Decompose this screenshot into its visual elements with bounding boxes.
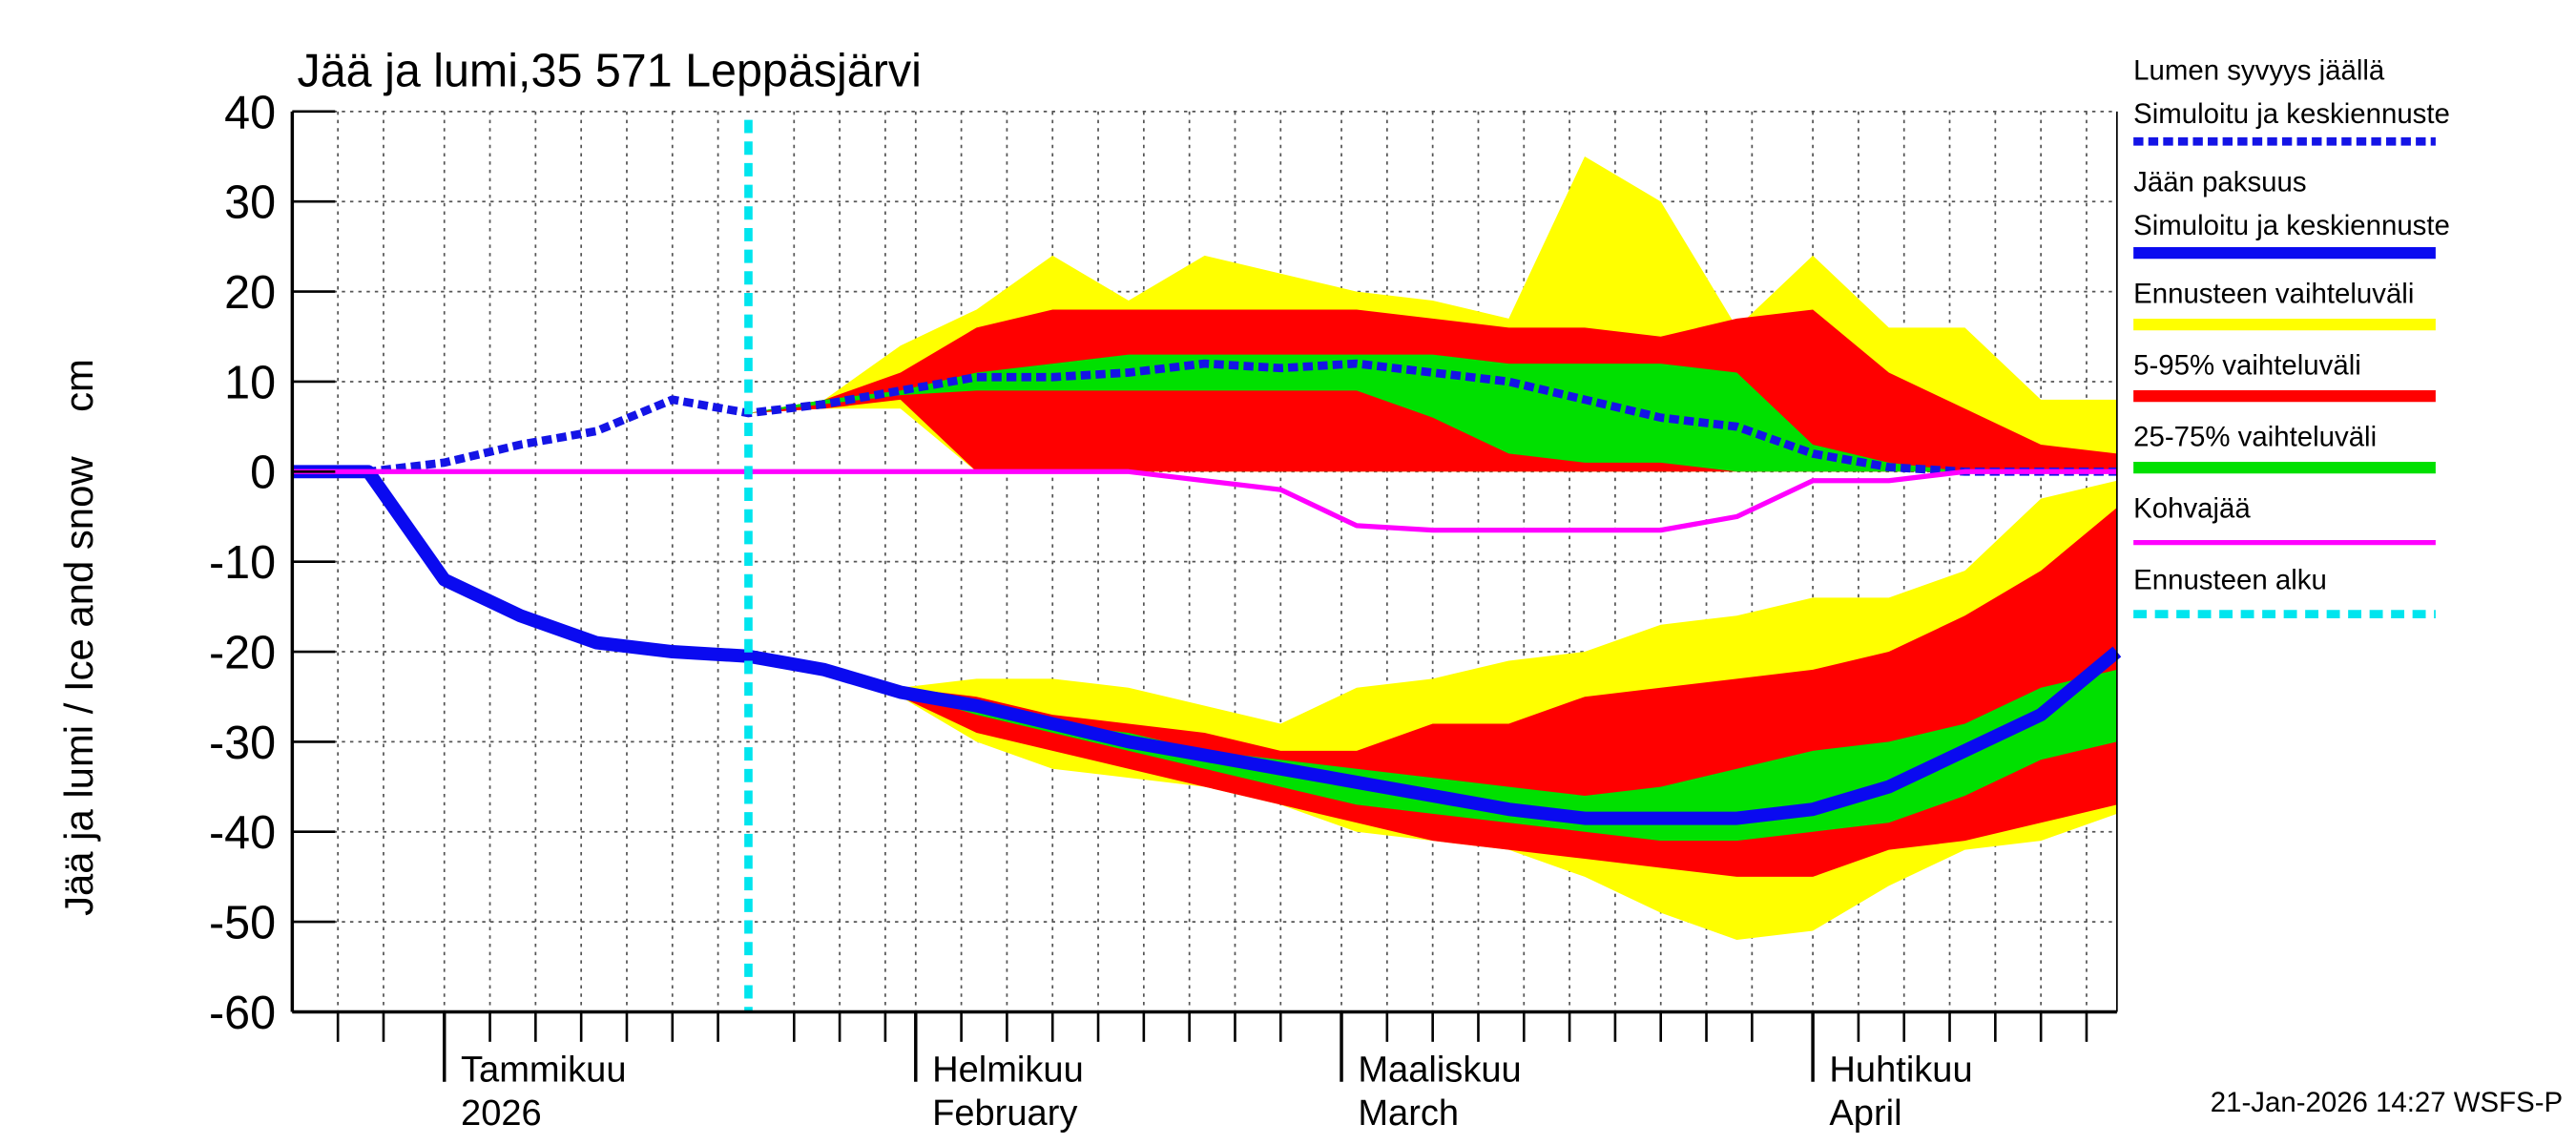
series-line — [292, 359, 2117, 476]
y-tick-label: 40 — [224, 87, 276, 138]
y-tick-label: -10 — [209, 537, 276, 589]
chart-title: Jää ja lumi,35 571 Leppäsjärvi — [298, 46, 922, 97]
band-area — [748, 656, 2117, 842]
y-tick-label: -50 — [209, 897, 276, 948]
legend-label: Ennusteen alku — [2133, 564, 2327, 595]
series-line — [292, 468, 2117, 533]
x-tick-sublabel: April — [1829, 1093, 1901, 1134]
footer: 21-Jan-2026 14:27 WSFS-P — [2211, 1087, 2563, 1118]
y-axis-label: Jää ja lumi / Ice and snow cm — [56, 359, 101, 916]
legend-label: 5-95% vaihteluväli — [2133, 349, 2361, 381]
legend-label: Ennusteen vaihteluväli — [2133, 278, 2414, 309]
y-tick-label: -30 — [209, 718, 276, 769]
legend-label: Lumen syvyys jäällä — [2133, 55, 2385, 87]
x-tick-label: Huhtikuu — [1829, 1050, 1972, 1091]
y-tick-label: 30 — [224, 177, 276, 228]
legend-label: Simuloitu ja keskiennuste — [2133, 210, 2450, 241]
legend-label: Kohvajää — [2133, 492, 2251, 524]
y-tick-label: 20 — [224, 267, 276, 319]
y-tick-label: 0 — [250, 448, 276, 499]
y-tick-label: -40 — [209, 807, 276, 859]
legend-label: 25-75% vaihteluväli — [2133, 421, 2377, 452]
x-tick-label: Tammikuu — [461, 1050, 626, 1091]
y-tick-label: 10 — [224, 357, 276, 408]
x-tick-sublabel: 2026 — [461, 1093, 542, 1134]
x-tick-label: Maaliskuu — [1358, 1050, 1521, 1091]
legend-label: Jään paksuus — [2133, 166, 2306, 198]
series-line — [292, 465, 2122, 825]
y-tick-label: -60 — [209, 988, 276, 1039]
x-tick-sublabel: March — [1358, 1093, 1459, 1134]
x-tick-label: Helmikuu — [932, 1050, 1084, 1091]
y-tick-label: -20 — [209, 627, 276, 678]
x-tick-sublabel: February — [932, 1093, 1078, 1134]
legend-label: Simuloitu ja keskiennuste — [2133, 98, 2450, 130]
